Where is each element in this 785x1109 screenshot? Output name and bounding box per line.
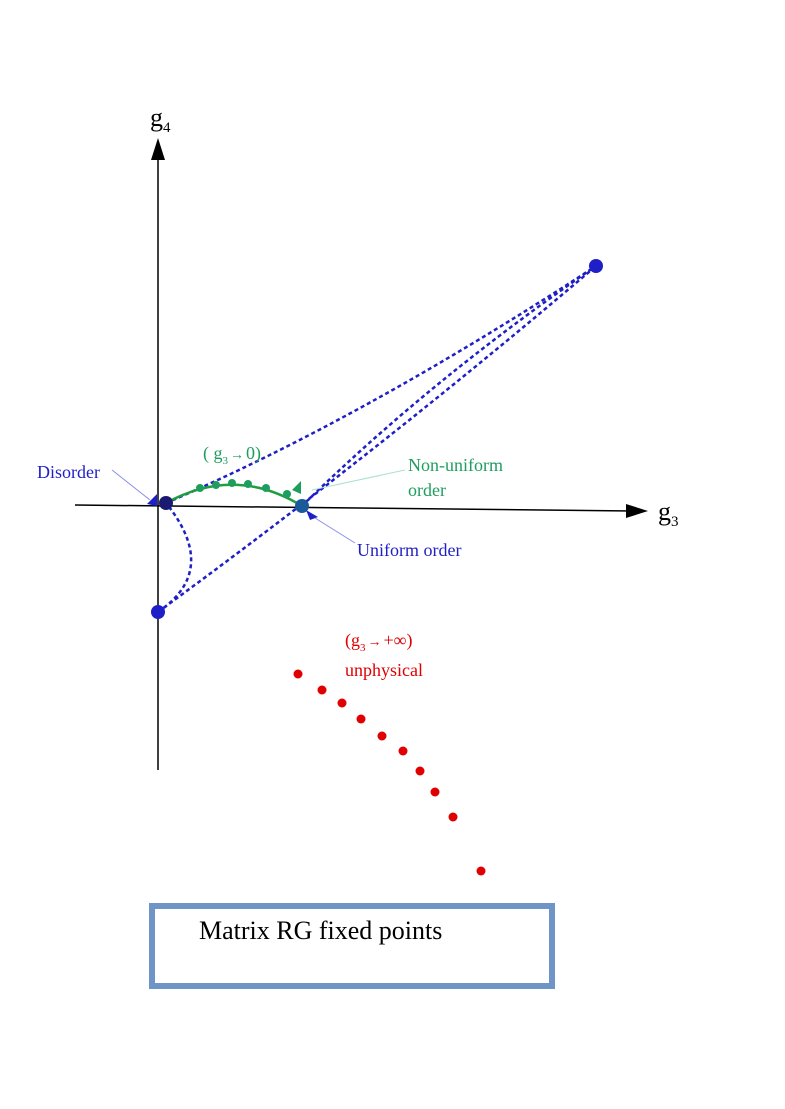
axis-label: g3 [658,497,679,530]
label-part: 0) [246,443,261,464]
flow-point [212,481,220,489]
flow-line [157,265,597,614]
fixed-point [151,605,165,619]
label: unphysical [345,660,423,680]
flow-point [415,766,425,776]
flow-point [283,490,291,498]
axis-label-base: g [658,497,671,526]
label-part: 3 [223,455,229,467]
flow-point [356,714,366,724]
flow-point [293,669,303,679]
label-part: (g [345,630,360,651]
axis-label-sub: 3 [671,514,679,530]
flow-line [165,264,597,505]
flow-point [244,480,252,488]
caption-box [149,903,555,989]
flow-point [196,484,204,492]
pointer-line [311,469,406,491]
flow-line [301,264,597,507]
label-part: → [368,635,382,650]
axis-label-sub: 4 [163,120,171,136]
label: order [408,480,446,500]
pointer-arrow [306,510,318,520]
flow-point [448,812,458,822]
pointer-line [314,517,356,544]
label: ( g3 → 0) [203,443,261,467]
green-points [196,479,291,498]
flow-point [377,731,387,741]
label: Non-uniform [408,455,503,475]
flow-point [262,484,270,492]
axis-label: g4 [150,103,171,136]
label-part: → [230,448,244,463]
axis-arrow [626,504,648,518]
red-points [293,669,486,876]
flow-point [476,866,486,876]
flow-arrow [292,481,301,494]
axis-label-base: g [150,103,163,132]
flow-point [430,787,440,797]
label: (g3 → +∞) [345,630,412,654]
flow-lines [157,264,597,614]
fixed-point [295,499,309,513]
flow-line [157,502,193,614]
pointer-arrow [147,494,157,506]
fixed-point [159,496,173,510]
axis-arrow [151,138,165,160]
flow-point [398,746,408,756]
flow-point [337,698,347,708]
label-part: +∞) [384,630,413,651]
fixed-points [151,259,603,619]
flow-point [317,685,327,695]
label-part: ( g [203,443,223,464]
flow-point [228,479,236,487]
fixed-point [589,259,603,273]
label: Disorder [37,462,100,482]
label: Uniform order [357,540,461,560]
label-part: 3 [360,642,366,654]
pointer-line [111,469,151,501]
caption: Matrix RG fixed points [199,916,442,945]
